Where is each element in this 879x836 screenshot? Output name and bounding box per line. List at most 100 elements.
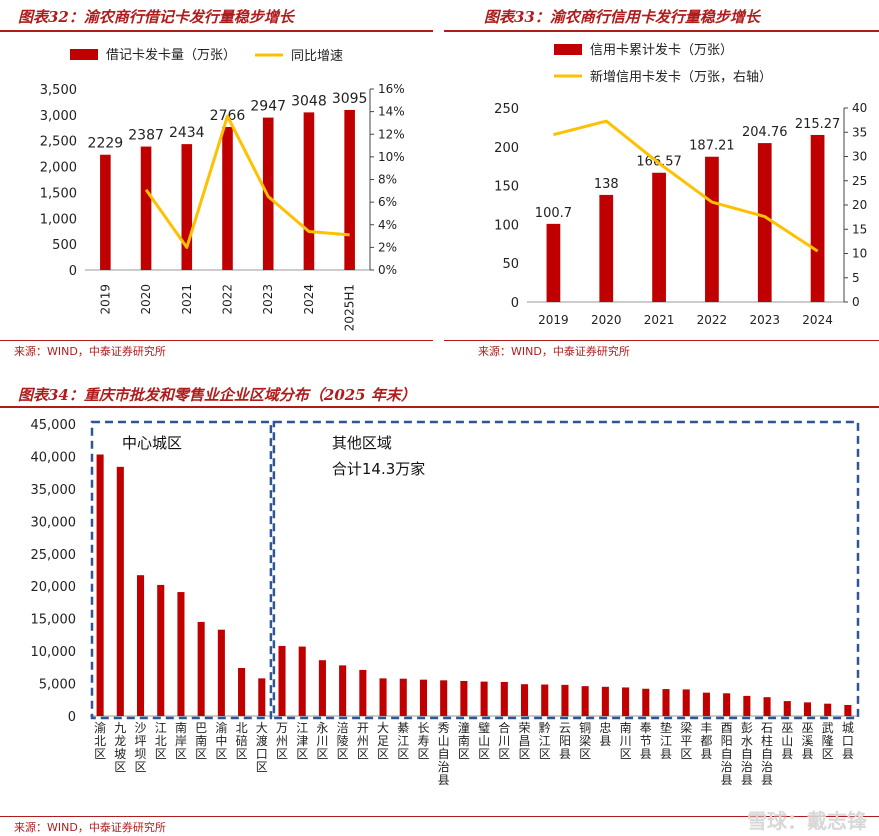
chart-34-x-tick: 合川区 xyxy=(498,720,510,761)
chart-34-x-tick: 石柱自治县 xyxy=(761,721,773,787)
chart-34-title: 图表34：重庆市批发和零售业企业区域分布（2025 年末） xyxy=(18,386,416,404)
chart-33-x-tick: 2021 xyxy=(644,313,675,327)
chart-34-bar xyxy=(116,466,124,716)
chart-33-bar xyxy=(652,172,666,302)
chart-34-y-tick: 10,000 xyxy=(31,645,77,660)
chart-34-bar xyxy=(500,681,508,716)
chart-32-bar-data-label: 3048 xyxy=(291,93,327,109)
chart-32-bar-data-label: 3095 xyxy=(332,91,368,107)
chart-34-x-tick: 涪陵区 xyxy=(337,720,349,761)
chart-33-bar-data-label: 100.7 xyxy=(535,206,572,221)
chart-33-y-right-tick: 25 xyxy=(852,174,867,188)
chart-32-x-tick: 2019 xyxy=(98,284,112,315)
chart-33-title: 图表33：渝农商行信用卡发行量稳步增长 xyxy=(484,8,760,26)
chart-34-bar xyxy=(622,687,630,716)
chart-34-bar xyxy=(702,692,710,716)
chart-34-group-sublabel: 合计14.3万家 xyxy=(332,460,425,478)
chart-33-bar-data-label: 138 xyxy=(594,177,619,192)
chart-34-bar xyxy=(844,704,852,716)
chart-32-bar xyxy=(100,154,111,270)
watermark-text: 雪球：戴志锋 xyxy=(747,809,867,833)
chart-34-bar xyxy=(662,689,670,716)
chart-34-bar xyxy=(399,678,407,716)
chart-32-legend-line-label: 同比增速 xyxy=(291,49,343,64)
chart-34-bar xyxy=(258,678,266,716)
chart-34-x-tick: 荣昌区 xyxy=(519,721,531,761)
chart-33-y-right-tick: 5 xyxy=(852,271,860,285)
chart-34-y-tick: 40,000 xyxy=(31,450,77,465)
chart-33-bar xyxy=(546,223,561,302)
chart-34-bar xyxy=(520,684,529,716)
chart-32-bar-data-label: 2434 xyxy=(169,125,205,141)
chart-34-x-tick: 南川区 xyxy=(620,720,632,761)
chart-33-bar-data-label: 187.21 xyxy=(689,139,735,154)
chart-34-group-box xyxy=(90,420,273,720)
chart-32-y-left-tick: 2,000 xyxy=(40,161,77,176)
chart-32-panel: 图表32：渝农商行借记卡发行量稳步增长 借记卡发卡量（万张） 同比增速 0 500 1,… xyxy=(0,0,435,360)
chart-32-y-left-tick: 1,500 xyxy=(40,186,77,201)
chart-34-x-tick: 九龙坡区 xyxy=(114,721,126,774)
chart-34-x-tick: 南岸区 xyxy=(175,720,187,761)
chart-34-bar xyxy=(783,701,791,716)
chart-34-bar xyxy=(480,681,488,716)
chart-34-bar xyxy=(318,660,326,716)
chart-33-y-right-tick: 20 xyxy=(852,198,867,212)
chart-33-y-left-tick: 200 xyxy=(494,141,519,156)
chart-34-bar xyxy=(298,646,306,716)
chart-34-bar xyxy=(136,575,145,716)
chart-34-x-tick: 垫江县 xyxy=(660,720,672,761)
chart-33-source-rule xyxy=(444,340,879,341)
chart-34-y-tick: 20,000 xyxy=(31,580,77,595)
chart-34-x-tick: 开州区 xyxy=(357,721,369,761)
chart-34-x-tick: 巫溪县 xyxy=(801,721,813,761)
chart-32-y-right-tick: 8% xyxy=(378,173,397,187)
chart-33-x-tick: 2022 xyxy=(697,313,728,327)
chart-32-x-tick: 2025H1 xyxy=(343,284,357,331)
chart-32-bar xyxy=(222,126,233,270)
chart-34-x-tick: 大渡口区 xyxy=(256,721,268,774)
chart-32-x-tick: 2021 xyxy=(180,284,194,315)
chart-34-bar xyxy=(278,645,286,716)
chart-34-y-tick: 5,000 xyxy=(39,678,76,693)
chart-33-y-right-tick: 0 xyxy=(852,295,860,309)
chart-34-svg: 0 5,000 10,000 15,000 20,000 25,000 30,000 35,0… xyxy=(31,418,860,787)
chart-34-x-tick: 江北区 xyxy=(155,721,167,761)
chart-33-bar-data-label: 204.76 xyxy=(742,125,788,140)
chart-32-bar-data-label: 2947 xyxy=(250,99,286,115)
chart-32-x-tick: 2023 xyxy=(261,284,275,315)
chart-34-x-tick: 黔江区 xyxy=(539,720,551,761)
chart-34-group-label: 中心城区 xyxy=(122,434,182,452)
chart-32-y-right-tick: 0% xyxy=(378,263,397,277)
chart-32-y-left-tick: 0 xyxy=(69,264,77,279)
chart-34-bar xyxy=(541,684,549,716)
chart-33-svg: 信用卡累计发卡（万张）新增信用卡发卡（万张，右轴）050100150200250… xyxy=(494,42,867,327)
chart-33-title-rule xyxy=(444,30,879,32)
chart-34-y-tick: 30,000 xyxy=(31,515,77,530)
chart-32-y-left-tick: 2,500 xyxy=(40,135,77,150)
chart-32-y-left-tick: 3,000 xyxy=(40,109,77,124)
chart-34-y-tick: 25,000 xyxy=(31,548,77,563)
chart-34-bar xyxy=(339,665,347,716)
chart-34-x-tick: 忠县 xyxy=(599,721,611,748)
chart-34-x-tick: 璧山区 xyxy=(478,720,490,761)
chart-33-y-left-tick: 50 xyxy=(502,257,519,272)
chart-32-y-left-tick: 500 xyxy=(52,238,77,253)
chart-34-group-box xyxy=(272,420,860,720)
chart-34-x-tick: 城口县 xyxy=(842,721,854,761)
chart-32-x-tick: 2020 xyxy=(139,284,153,315)
chart-34-bar xyxy=(177,592,185,716)
chart-32-legend-bar-swatch xyxy=(70,49,98,60)
chart-34-bar xyxy=(581,686,589,716)
chart-33-y-right-tick: 40 xyxy=(852,101,867,115)
chart-34-source-rule xyxy=(0,816,879,817)
chart-34-bar xyxy=(379,678,387,716)
chart-32-bar xyxy=(303,112,315,271)
chart-34-bar xyxy=(824,703,832,716)
chart-32-title-rule xyxy=(0,30,433,32)
chart-34-y-tick: 15,000 xyxy=(31,613,77,628)
chart-34-bar xyxy=(440,680,448,716)
chart-34-x-tick: 沙坪坝区 xyxy=(135,721,147,774)
chart-32-bar xyxy=(140,146,152,270)
chart-34-bar xyxy=(763,697,771,716)
chart-32-source: 来源：WIND，中泰证券研究所 xyxy=(14,345,166,358)
